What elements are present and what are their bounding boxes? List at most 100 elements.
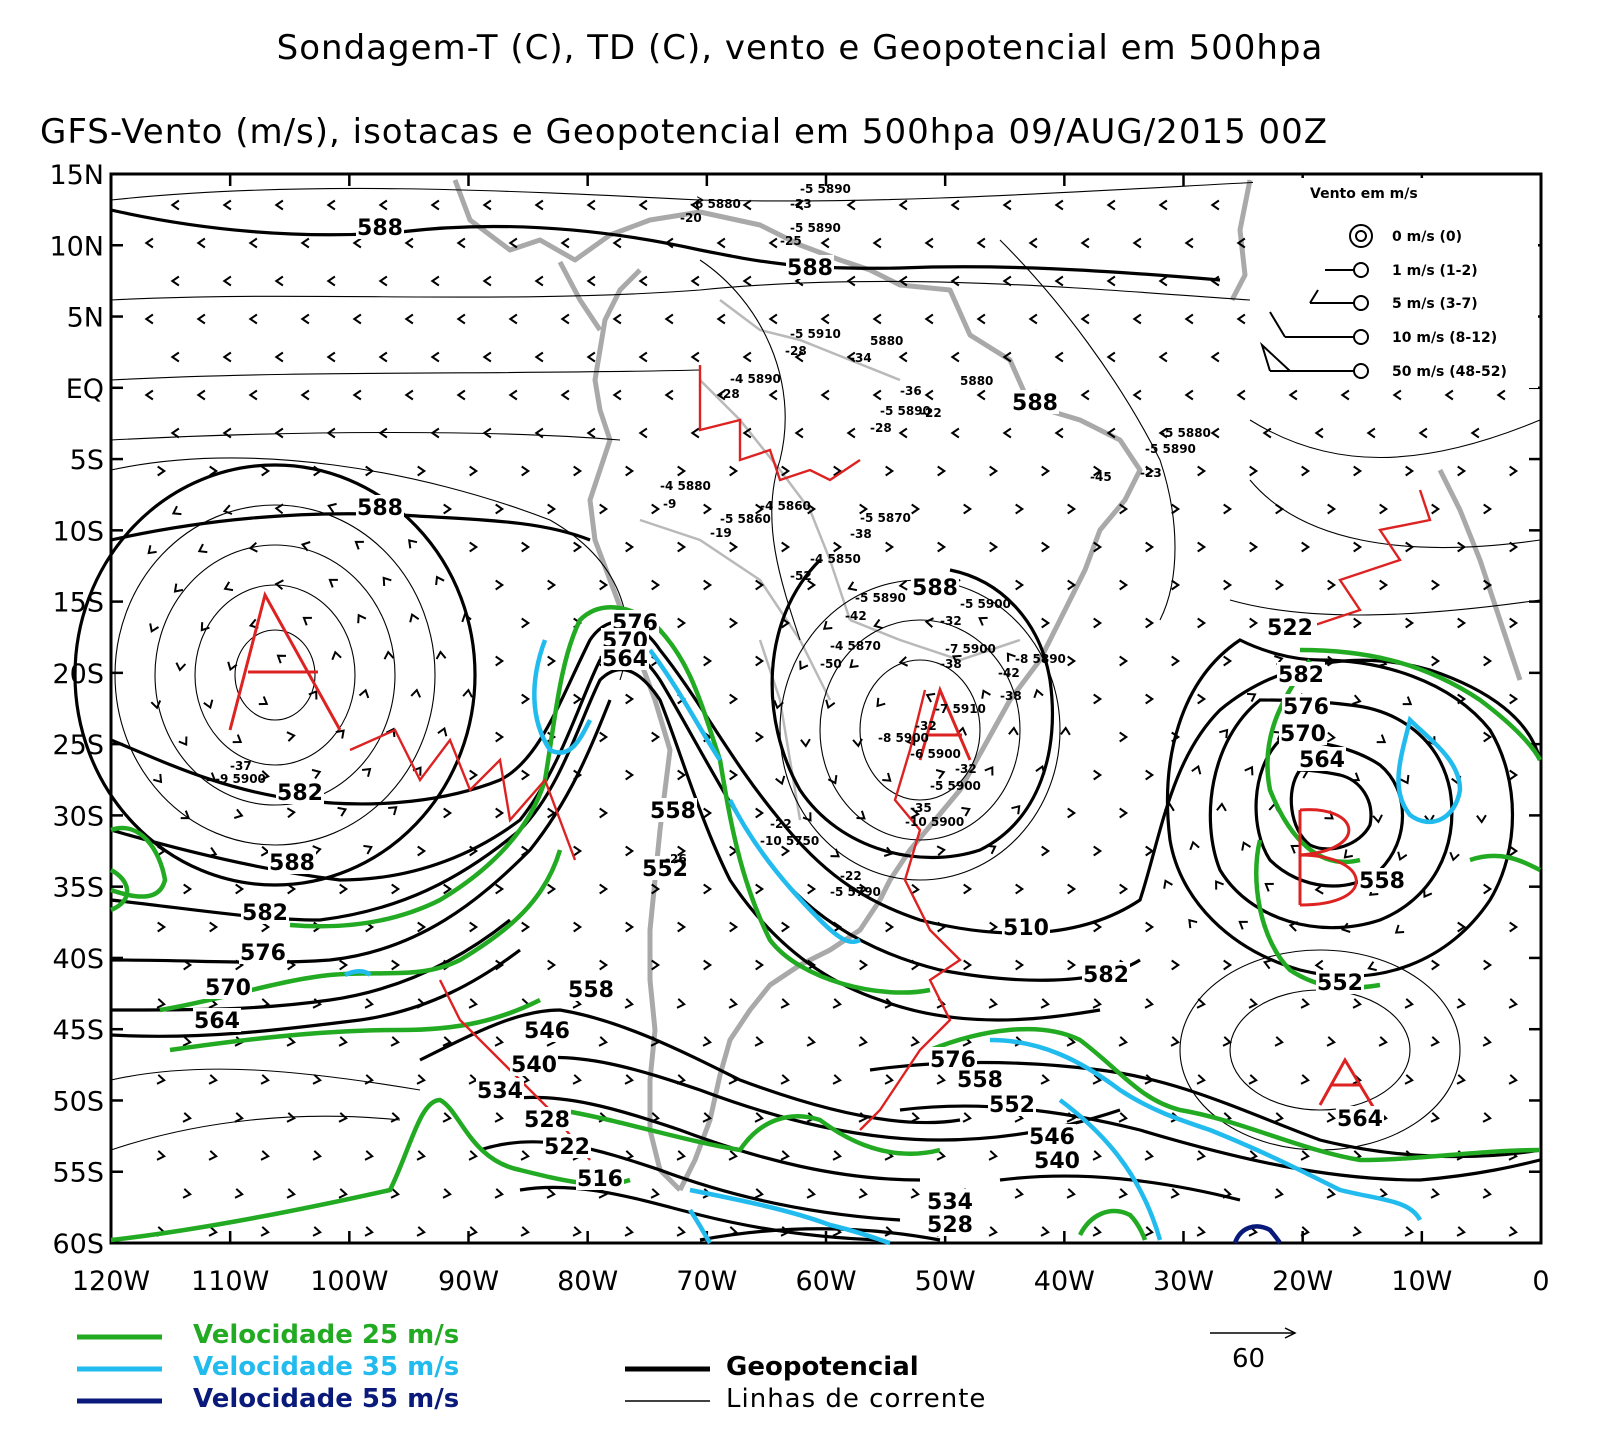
wind-arrow — [1145, 921, 1155, 933]
wind-arrow — [1067, 959, 1077, 971]
wind-arrow — [521, 693, 531, 705]
wind-arrow — [1028, 313, 1038, 325]
wind-arrow — [690, 427, 700, 439]
lon-tick-label: 0 — [1532, 1266, 1549, 1297]
wind-arrow — [1041, 845, 1051, 857]
wind-arrow — [1236, 313, 1246, 325]
wind-arrow — [780, 1074, 790, 1085]
wind-arrow — [1197, 541, 1207, 553]
lat-tick-label: 25S — [53, 730, 105, 761]
wind-arrow — [157, 921, 167, 933]
station-plot-label: -28 — [718, 387, 740, 401]
wind-arrow — [1119, 807, 1129, 819]
wind-arrow — [1158, 427, 1168, 439]
wind-arrow — [976, 389, 986, 401]
station-plot-label: -9 — [663, 497, 676, 511]
wind-arrow — [144, 237, 154, 249]
wind-arrow — [1196, 1226, 1206, 1237]
wind-arrow — [1376, 734, 1387, 744]
wind-arrow — [234, 1188, 244, 1199]
wind-arrow — [469, 541, 479, 553]
wind-arrow — [754, 1036, 764, 1047]
wind-arrow — [416, 1150, 426, 1161]
geopotential-label: 510 — [1003, 916, 1049, 941]
wind-arrow — [1326, 1036, 1336, 1047]
wind-arrow — [178, 736, 188, 746]
wind-arrow — [651, 579, 661, 591]
wind-legend: Vento em m/s 0 m/s (0) 1 m/s (1-2) 5 m/s… — [1253, 178, 1538, 388]
wind-arrow — [910, 1188, 920, 1199]
geopotential-label: 564 — [602, 647, 648, 672]
wind-arrow — [729, 617, 739, 629]
wind-arrow — [1482, 1188, 1492, 1199]
wind-arrow — [311, 768, 322, 779]
wind-arrow — [1404, 1074, 1414, 1085]
low-letter-B — [1298, 808, 1358, 907]
station-plot-label: -45 — [1090, 470, 1112, 484]
wind-arrow — [832, 998, 842, 1009]
wind-arrow — [1060, 726, 1071, 736]
wind-arrow — [599, 731, 609, 743]
wind-arrow — [1353, 465, 1363, 477]
wind-arrow — [300, 389, 310, 401]
wind-arrow — [1244, 765, 1254, 776]
wind-arrow — [807, 883, 817, 895]
wind-arrow — [196, 313, 206, 325]
wind-arrow — [638, 275, 648, 287]
wind-arrow — [807, 503, 817, 515]
wind-arrow — [1274, 1188, 1284, 1199]
wind-arrow — [274, 503, 284, 515]
wind-arrow — [852, 738, 863, 748]
wind-arrow — [910, 1112, 920, 1123]
wind-arrow — [716, 237, 726, 249]
wind-arrow — [872, 313, 882, 325]
wind-arrow — [1314, 959, 1324, 971]
wind-arrow — [586, 351, 596, 363]
wind-arrow — [872, 389, 882, 401]
geopotential-label: 546 — [524, 1019, 570, 1044]
wind-arrow — [248, 542, 258, 553]
lon-tick-label: 20W — [1272, 1266, 1333, 1297]
lat-tick-label: 30S — [53, 801, 105, 832]
isotach-25 — [109, 605, 1543, 1243]
wind-arrow — [312, 1226, 322, 1237]
wind-arrow — [1002, 351, 1012, 363]
wind-arrow — [209, 921, 219, 933]
station-plot-label: -36 — [900, 384, 922, 398]
wind-arrow — [180, 810, 191, 820]
wind-arrow — [521, 541, 531, 553]
wind-arrow — [573, 693, 583, 705]
wind-arrow — [312, 845, 322, 856]
wind-arrow — [1300, 1226, 1310, 1237]
wind-arrow — [1040, 1074, 1050, 1085]
chart-title: Sondagem-T (C), TD (C), vento e Geopoten… — [276, 28, 1324, 68]
wind-arrow — [469, 921, 479, 933]
station-plot-label: -32 — [940, 614, 962, 628]
wind-arrow — [1216, 802, 1227, 812]
wind-arrow — [364, 1226, 374, 1237]
wind-arrow — [664, 313, 674, 325]
geopotential-label: 558 — [568, 978, 614, 1003]
wind-arrow — [963, 959, 973, 971]
wind-arrow — [702, 1036, 712, 1047]
wind-arrow — [1241, 841, 1252, 851]
station-plot-label: 5880 — [870, 334, 903, 348]
wind-arrow — [858, 1036, 868, 1047]
wind-arrow — [624, 1074, 634, 1085]
wind-arrow — [1106, 351, 1116, 363]
wind-arrow — [338, 1188, 348, 1199]
wind-arrow — [586, 199, 596, 211]
wind-arrow — [1483, 655, 1493, 667]
wind-arrow — [1093, 769, 1103, 781]
wind-arrow — [437, 726, 448, 737]
wind-arrow — [1222, 1036, 1232, 1047]
wind-arrow — [703, 503, 713, 515]
wind-arrow — [1249, 541, 1259, 553]
wind-arrow — [1092, 1150, 1102, 1161]
wind-arrow — [754, 1112, 764, 1123]
wind-arrow — [1430, 1112, 1440, 1123]
lon-tick-label: 100W — [310, 1266, 388, 1297]
station-plot-label: -26 — [665, 852, 687, 866]
wind-arrow — [910, 808, 920, 819]
wind-arrow — [232, 734, 243, 744]
